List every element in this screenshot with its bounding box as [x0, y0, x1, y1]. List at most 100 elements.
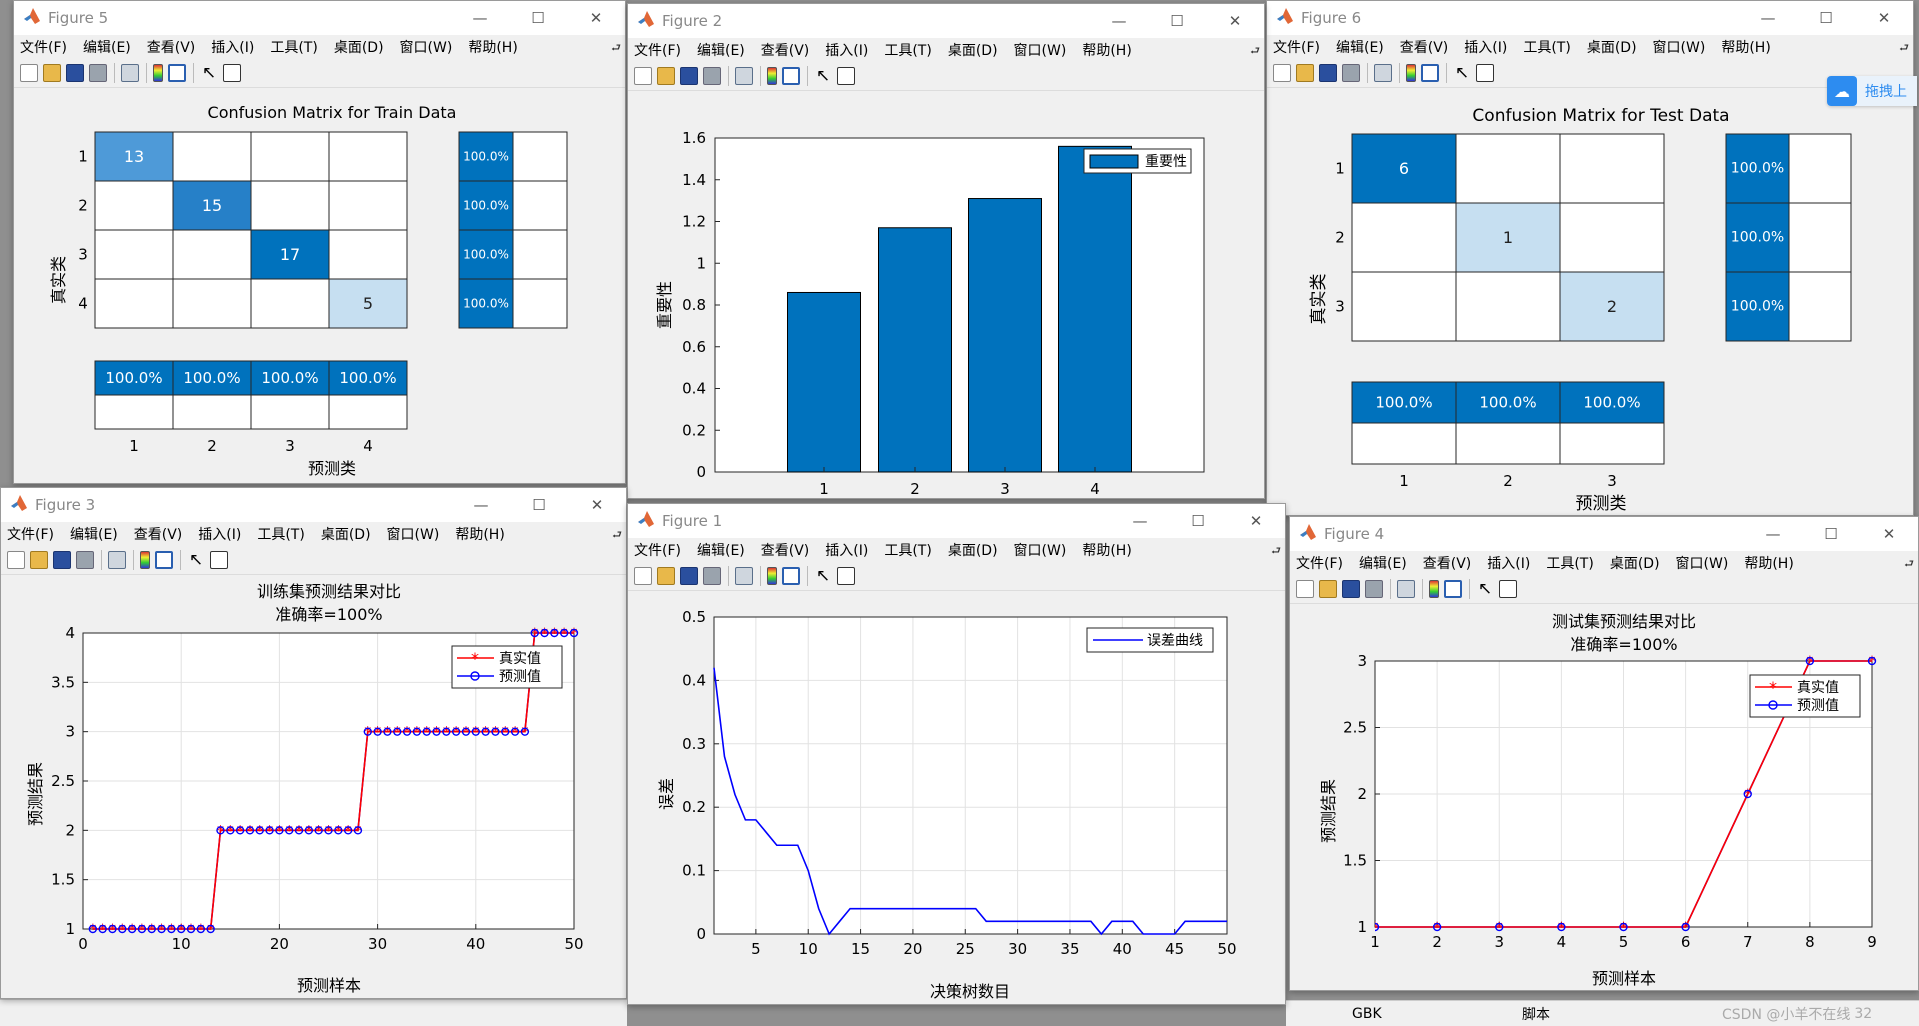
- new-figure-icon[interactable]: [1296, 580, 1314, 598]
- property-editor-icon[interactable]: [210, 551, 228, 569]
- save-icon[interactable]: [680, 67, 698, 85]
- new-figure-icon[interactable]: [634, 567, 652, 585]
- legend-icon[interactable]: [782, 567, 800, 585]
- maximize-button[interactable]: ☐: [1824, 525, 1838, 543]
- save-icon[interactable]: [1319, 64, 1337, 82]
- menu-item[interactable]: 文件(F): [1273, 40, 1320, 56]
- menu-more-icon[interactable]: ⮐: [1271, 544, 1281, 557]
- menu-item[interactable]: 桌面(D): [1586, 40, 1637, 56]
- menu-item[interactable]: 窗口(W): [1675, 556, 1729, 572]
- print-icon[interactable]: [1365, 580, 1383, 598]
- save-icon[interactable]: [1342, 580, 1360, 598]
- minimize-button[interactable]: —: [472, 9, 488, 27]
- pointer-icon[interactable]: ↖: [815, 566, 831, 586]
- menu-item[interactable]: 帮助(H): [1744, 556, 1794, 572]
- maximize-button[interactable]: ☐: [1819, 9, 1833, 27]
- menu-item[interactable]: 插入(I): [1464, 40, 1508, 56]
- titlebar[interactable]: Figure 4 — ☐ ✕: [1290, 517, 1918, 551]
- menu-more-icon[interactable]: ⮐: [1250, 44, 1260, 57]
- link-plot-icon[interactable]: [735, 67, 753, 85]
- menu-item[interactable]: 工具(T): [1523, 40, 1571, 56]
- menu-item[interactable]: 查看(V): [760, 543, 810, 559]
- menu-item[interactable]: 窗口(W): [1013, 43, 1067, 59]
- menu-item[interactable]: 文件(F): [7, 527, 54, 543]
- link-plot-icon[interactable]: [1374, 64, 1392, 82]
- property-editor-icon[interactable]: [1476, 64, 1494, 82]
- pointer-icon[interactable]: ↖: [815, 66, 831, 86]
- property-editor-icon[interactable]: [223, 64, 241, 82]
- minimize-button[interactable]: —: [1132, 512, 1148, 530]
- menu-item[interactable]: 插入(I): [211, 40, 255, 56]
- menu-item[interactable]: 桌面(D): [320, 527, 371, 543]
- menu-item[interactable]: 文件(F): [20, 40, 67, 56]
- link-plot-icon[interactable]: [1397, 580, 1415, 598]
- new-figure-icon[interactable]: [1273, 64, 1291, 82]
- menu-item[interactable]: 桌面(D): [947, 43, 998, 59]
- menu-item[interactable]: 编辑(E): [696, 543, 745, 559]
- open-file-icon[interactable]: [1296, 64, 1314, 82]
- open-file-icon[interactable]: [30, 551, 48, 569]
- close-button[interactable]: ✕: [589, 9, 603, 27]
- save-icon[interactable]: [53, 551, 71, 569]
- minimize-button[interactable]: —: [1111, 12, 1127, 30]
- minimize-button[interactable]: —: [1765, 525, 1781, 543]
- menu-item[interactable]: 窗口(W): [1013, 543, 1067, 559]
- close-button[interactable]: ✕: [1882, 525, 1896, 543]
- link-plot-icon[interactable]: [121, 64, 139, 82]
- menu-item[interactable]: 查看(V): [760, 43, 810, 59]
- menu-item[interactable]: 工具(T): [1546, 556, 1594, 572]
- menu-more-icon[interactable]: ⮐: [1904, 557, 1914, 570]
- new-figure-icon[interactable]: [7, 551, 25, 569]
- pointer-icon[interactable]: ↖: [188, 550, 204, 570]
- open-file-icon[interactable]: [657, 67, 675, 85]
- open-file-icon[interactable]: [43, 64, 61, 82]
- titlebar[interactable]: Figure 2 — ☐ ✕: [628, 4, 1264, 38]
- menu-item[interactable]: 窗口(W): [386, 527, 440, 543]
- menu-item[interactable]: 工具(T): [884, 543, 932, 559]
- menu-item[interactable]: 窗口(W): [1652, 40, 1706, 56]
- menu-item[interactable]: 编辑(E): [696, 43, 745, 59]
- menu-item[interactable]: 插入(I): [1487, 556, 1531, 572]
- property-editor-icon[interactable]: [837, 67, 855, 85]
- menu-item[interactable]: 文件(F): [1296, 556, 1343, 572]
- open-file-icon[interactable]: [657, 567, 675, 585]
- close-button[interactable]: ✕: [1249, 512, 1263, 530]
- menu-item[interactable]: 插入(I): [825, 543, 869, 559]
- baidu-drag-button[interactable]: ☁ 拖拽上: [1827, 76, 1917, 106]
- print-icon[interactable]: [703, 567, 721, 585]
- new-figure-icon[interactable]: [634, 67, 652, 85]
- menu-item[interactable]: 桌面(D): [1609, 556, 1660, 572]
- close-button[interactable]: ✕: [590, 496, 604, 514]
- pointer-icon[interactable]: ↖: [1477, 579, 1493, 599]
- menu-more-icon[interactable]: ⮐: [611, 41, 621, 54]
- save-icon[interactable]: [680, 567, 698, 585]
- pointer-icon[interactable]: ↖: [201, 63, 217, 83]
- menu-item[interactable]: 查看(V): [1399, 40, 1449, 56]
- menu-item[interactable]: 编辑(E): [1335, 40, 1384, 56]
- maximize-button[interactable]: ☐: [532, 496, 546, 514]
- titlebar[interactable]: Figure 5 — ☐ ✕: [14, 1, 625, 35]
- link-plot-icon[interactable]: [735, 567, 753, 585]
- colorbar-icon[interactable]: [140, 551, 150, 569]
- colorbar-icon[interactable]: [1429, 580, 1439, 598]
- menu-item[interactable]: 帮助(H): [1082, 43, 1132, 59]
- menu-item[interactable]: 查看(V): [1422, 556, 1472, 572]
- legend-icon[interactable]: [1444, 580, 1462, 598]
- menu-more-icon[interactable]: ⮐: [1899, 41, 1909, 54]
- menu-item[interactable]: 插入(I): [198, 527, 242, 543]
- print-icon[interactable]: [76, 551, 94, 569]
- menu-item[interactable]: 工具(T): [884, 43, 932, 59]
- menu-item[interactable]: 文件(F): [634, 43, 681, 59]
- titlebar[interactable]: Figure 1 — ☐ ✕: [628, 504, 1285, 538]
- menu-item[interactable]: 帮助(H): [1082, 543, 1132, 559]
- menu-item[interactable]: 插入(I): [825, 43, 869, 59]
- link-plot-icon[interactable]: [108, 551, 126, 569]
- open-file-icon[interactable]: [1319, 580, 1337, 598]
- titlebar[interactable]: Figure 6 — ☐ ✕: [1267, 1, 1913, 35]
- menu-item[interactable]: 文件(F): [634, 543, 681, 559]
- menu-item[interactable]: 窗口(W): [399, 40, 453, 56]
- property-editor-icon[interactable]: [1499, 580, 1517, 598]
- menu-item[interactable]: 帮助(H): [455, 527, 505, 543]
- maximize-button[interactable]: ☐: [1191, 512, 1205, 530]
- minimize-button[interactable]: —: [1760, 9, 1776, 27]
